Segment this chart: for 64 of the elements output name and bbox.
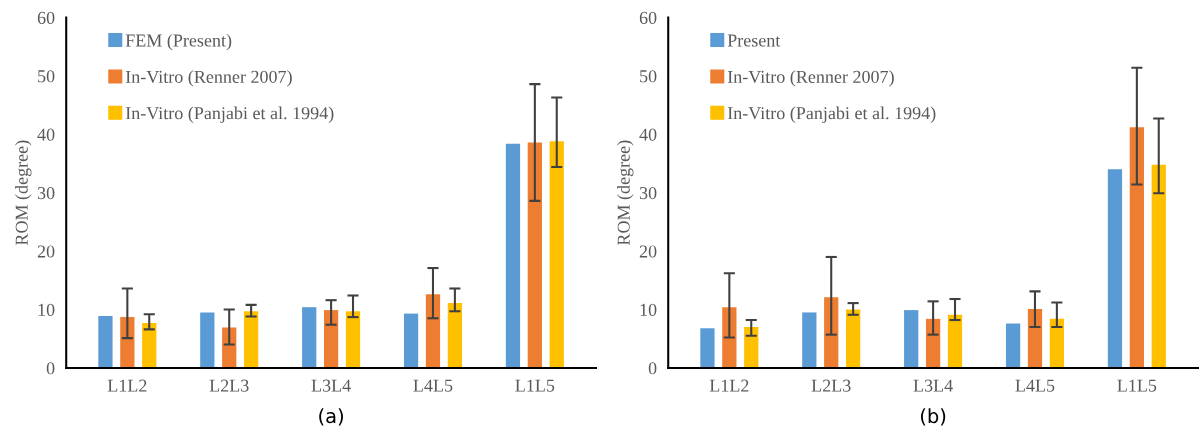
y-tick-label: 0 <box>46 362 55 375</box>
x-tick-label: L1L5 <box>1117 379 1157 392</box>
y-tick-label: 30 <box>37 186 55 200</box>
x-tick-label: L4L5 <box>413 379 453 392</box>
legend-label: In-Vitro (Panjabi et al. 1994) <box>727 106 936 123</box>
bar <box>1129 127 1144 368</box>
bar <box>527 142 542 368</box>
x-tick-label: L2L3 <box>209 379 249 392</box>
legend-label: In-Vitro (Renner 2007) <box>727 70 894 87</box>
text: (a) <box>319 408 343 426</box>
bar <box>120 317 135 368</box>
x-tick-label: L1L2 <box>107 379 147 392</box>
bar <box>824 297 839 368</box>
x-tick-label: L1L2 <box>709 379 749 392</box>
legend-label: Present <box>727 34 781 47</box>
bar <box>722 307 737 368</box>
y-axis-title: ROM (degree) <box>617 140 634 246</box>
x-tick-label: L1L5 <box>515 379 555 392</box>
bar <box>425 294 441 368</box>
bar <box>302 307 317 368</box>
bar <box>505 143 521 368</box>
bar <box>200 312 215 368</box>
bar <box>142 322 157 368</box>
text: (b) <box>921 408 946 426</box>
y-tick-label: 60 <box>639 11 657 24</box>
y-axis-title: ROM (degree) <box>15 140 32 246</box>
bar <box>323 310 339 368</box>
bar <box>549 141 564 368</box>
bar <box>1107 169 1123 368</box>
bar <box>1151 164 1166 368</box>
x-tick-label: L3L4 <box>913 379 953 392</box>
bar <box>846 309 861 368</box>
bar <box>700 328 715 368</box>
y-tick-label: 0 <box>648 362 657 375</box>
x-tick-label: L4L5 <box>1015 379 1055 392</box>
y-tick-label: 60 <box>37 11 55 24</box>
bar <box>222 327 237 368</box>
bar <box>345 311 361 368</box>
legend-label: In-Vitro (Renner 2007) <box>125 70 292 87</box>
y-tick-label: 20 <box>639 245 657 258</box>
bar <box>1049 318 1065 368</box>
bar <box>1005 323 1021 368</box>
bar <box>1027 308 1043 368</box>
x-tick-label: L2L3 <box>811 379 851 392</box>
bar <box>244 311 259 368</box>
y-tick-label: 50 <box>640 70 657 83</box>
bar <box>98 315 113 368</box>
bar <box>904 310 919 368</box>
y-tick-label: 20 <box>37 245 55 258</box>
y-tick-label: 40 <box>37 128 55 141</box>
bar <box>403 313 419 368</box>
y-tick-label: 10 <box>640 303 657 316</box>
legend-label: In-Vitro (Panjabi et al. 1994) <box>125 106 334 123</box>
bar <box>744 327 759 368</box>
y-tick-label: 50 <box>38 70 55 83</box>
y-tick-label: 40 <box>639 128 657 141</box>
bar <box>447 303 463 368</box>
legend-label: FEM (Present) <box>125 33 232 51</box>
bar <box>802 312 817 368</box>
bar <box>925 318 941 368</box>
y-tick-label: 30 <box>639 186 657 200</box>
y-tick-label: 10 <box>38 303 55 316</box>
x-tick-label: L3L4 <box>311 379 351 392</box>
bar <box>947 314 963 368</box>
